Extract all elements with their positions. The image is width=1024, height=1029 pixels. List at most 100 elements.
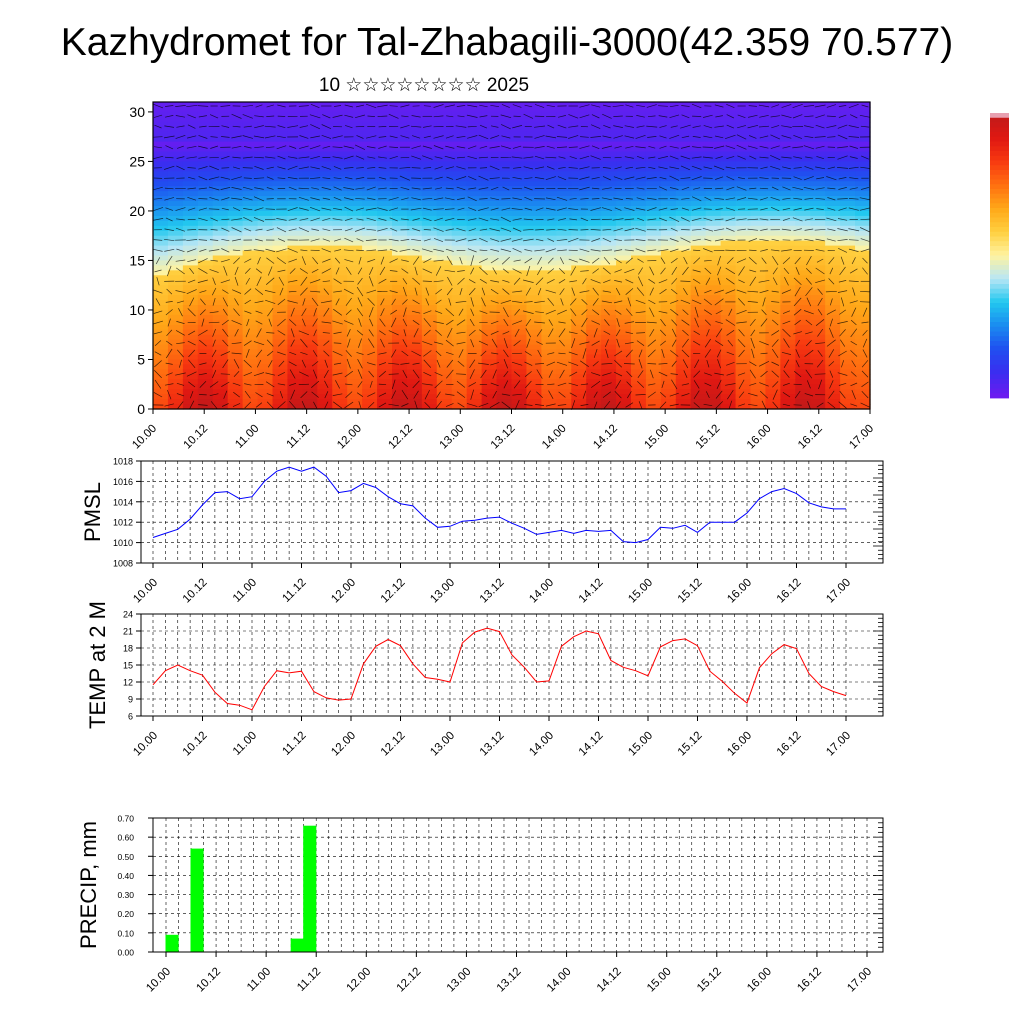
y-tick-label: 1008 — [113, 559, 133, 569]
colorbar-cell — [990, 389, 1009, 394]
colorbar-cell — [990, 165, 1009, 170]
x-tick-label: 10.12 — [181, 730, 210, 759]
section-x-tick-label: 13.00 — [438, 423, 467, 452]
y-tick-label: 1016 — [113, 477, 133, 487]
x-tick-label: 11.12 — [295, 966, 323, 994]
colorbar-cell — [990, 327, 1009, 332]
y-axis-label: PMSL — [80, 482, 105, 542]
section-y-tick-label: 20 — [129, 203, 145, 219]
y-tick-label: 12 — [123, 678, 133, 688]
colorbar-cell — [990, 132, 1009, 137]
y-tick-label: 0.70 — [117, 814, 134, 824]
section-y-tick-label: 0 — [137, 401, 145, 417]
colorbar-cell — [990, 341, 1009, 346]
panel-frame — [153, 818, 883, 952]
colorbar-cell — [990, 213, 1009, 218]
x-tick-label: 13.00 — [428, 577, 457, 606]
x-tick-label: 13.12 — [478, 730, 507, 759]
colorbar-cell — [990, 118, 1009, 123]
colorbar-cell — [990, 218, 1009, 223]
precip-bar — [166, 935, 179, 952]
cross-section-field — [153, 102, 871, 410]
x-tick-label: 15.12 — [676, 730, 705, 759]
x-tick-label: 12.12 — [379, 577, 408, 606]
x-tick-label: 15.12 — [695, 966, 724, 995]
x-tick-label: 14.00 — [545, 966, 574, 995]
colorbar-cell — [990, 275, 1009, 280]
section-y-tick-label: 5 — [137, 351, 145, 367]
colorbar-cell — [990, 113, 1009, 118]
x-tick-label: 14.00 — [527, 730, 556, 759]
x-tick-label: 14.12 — [577, 730, 606, 759]
section-x-tick-label: 11.12 — [285, 423, 313, 451]
y-tick-label: 9 — [128, 695, 133, 705]
x-tick-label: 17.00 — [824, 577, 853, 606]
y-tick-label: 1018 — [113, 457, 133, 467]
colorbar-cell — [990, 322, 1009, 327]
precip-bar — [303, 826, 316, 952]
x-tick-label: 16.12 — [795, 966, 824, 995]
section-x-tick-label: 10.00 — [130, 423, 159, 452]
section-x-tick-label: 15.00 — [642, 423, 671, 452]
section-x-tick-label: 17.00 — [847, 423, 876, 452]
x-tick-label: 17.00 — [824, 730, 853, 759]
x-tick-label: 10.00 — [144, 966, 173, 995]
colorbar-cell — [990, 227, 1009, 232]
x-tick-label: 11.12 — [280, 730, 308, 758]
x-tick-label: 15.12 — [676, 577, 705, 606]
section-x-tick-label: 12.00 — [335, 423, 364, 452]
section-x-tick-label: 11.00 — [233, 423, 261, 451]
colorbar-cell — [990, 384, 1009, 389]
section-y-tick-label: 10 — [129, 302, 145, 318]
x-tick-label: 16.00 — [725, 577, 754, 606]
colorbar-cell — [990, 270, 1009, 275]
y-tick-label: 0.40 — [117, 871, 134, 881]
section-y-tick-label: 30 — [129, 104, 145, 120]
x-tick-label: 14.12 — [595, 966, 624, 995]
colorbar-cell — [990, 374, 1009, 379]
page-title: Kazhydromet for Tal-Zhabagili-3000(42.35… — [61, 21, 954, 64]
x-tick-label: 12.00 — [329, 730, 358, 759]
colorbar-cell — [990, 180, 1009, 185]
x-tick-label: 13.00 — [428, 730, 457, 759]
y-tick-label: 1010 — [113, 538, 133, 548]
y-axis-label: PRECIP, mm — [76, 821, 101, 949]
colorbar-cell — [990, 151, 1009, 156]
section-x-tick-label: 16.12 — [796, 423, 825, 452]
x-tick-label: 11.00 — [231, 730, 259, 758]
y-tick-label: 6 — [128, 712, 133, 722]
y-axis-label: TEMP at 2 M — [85, 601, 110, 729]
colorbar-cell — [990, 256, 1009, 261]
x-tick-label: 16.12 — [775, 730, 804, 759]
x-tick-label: 11.00 — [231, 577, 259, 605]
colorbar-cell — [990, 241, 1009, 246]
x-tick-label: 10.12 — [194, 966, 223, 995]
colorbar-cell — [990, 336, 1009, 341]
y-tick-label: 0.30 — [117, 890, 134, 900]
x-tick-label: 14.12 — [577, 577, 606, 606]
colorbar-cell — [990, 199, 1009, 204]
x-tick-label: 15.00 — [626, 577, 655, 606]
x-tick-label: 12.00 — [329, 577, 358, 606]
x-tick-label: 13.12 — [495, 966, 524, 995]
y-tick-label: 24 — [123, 610, 133, 620]
y-tick-label: 21 — [123, 627, 133, 637]
colorbar-cell — [990, 146, 1009, 151]
x-tick-label: 12.12 — [395, 966, 424, 995]
grid — [141, 614, 883, 716]
colorbar-cell — [990, 317, 1009, 322]
grid — [153, 818, 883, 952]
section-x-tick-label: 14.12 — [591, 423, 620, 452]
colorbar-cell — [990, 289, 1009, 294]
x-tick-label: 16.00 — [745, 966, 774, 995]
section-x-tick-label: 15.12 — [694, 423, 723, 452]
colorbar-cell — [990, 355, 1009, 360]
x-tick-label: 12.00 — [345, 966, 374, 995]
colorbar-cell — [990, 313, 1009, 318]
colorbar-cell — [990, 265, 1009, 270]
colorbar-cell — [990, 123, 1009, 128]
colorbar-cell — [990, 208, 1009, 213]
